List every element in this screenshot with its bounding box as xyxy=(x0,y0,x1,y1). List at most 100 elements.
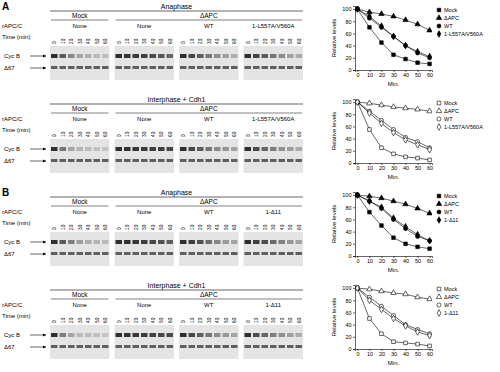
tick-label: 40 xyxy=(345,43,351,49)
tick: 60 xyxy=(427,163,433,171)
tick-label: 0 xyxy=(356,72,359,78)
gel-band xyxy=(51,240,58,244)
data-point xyxy=(355,6,359,12)
gel-band-control xyxy=(296,66,303,69)
lane-time: 40 xyxy=(86,131,91,137)
legend-label: 1-Δ11 xyxy=(444,310,458,316)
gel-band-control xyxy=(60,159,67,162)
gel-band-control xyxy=(279,345,286,348)
data-point xyxy=(427,210,432,215)
header-rule xyxy=(50,11,303,12)
gel-band-control xyxy=(197,252,204,255)
gel-band xyxy=(133,333,140,337)
lane-time: 60 xyxy=(232,131,237,137)
tick: 0 xyxy=(356,349,359,357)
gel-lane-background xyxy=(115,232,175,266)
band-arrowhead xyxy=(43,345,46,348)
lane-time: 30 xyxy=(207,38,212,44)
data-point xyxy=(368,210,372,214)
lane-time: 40 xyxy=(86,38,91,44)
gel-band xyxy=(68,147,75,151)
lane-time: 40 xyxy=(151,224,156,230)
gel-band-control xyxy=(180,66,187,69)
gel-band-control xyxy=(262,345,269,348)
lane-time: 30 xyxy=(271,224,276,230)
tick-mark xyxy=(353,232,355,233)
gel-band xyxy=(167,240,174,244)
data-point xyxy=(368,13,372,20)
gel-band xyxy=(197,240,204,244)
tick: 0 xyxy=(348,346,355,352)
y-axis-title: Relative levels xyxy=(331,205,337,244)
gel-band xyxy=(262,54,269,58)
gel-band xyxy=(287,333,294,337)
band-label: Cyc B xyxy=(4,239,20,245)
legend-label: WT xyxy=(444,116,453,122)
tick-mark xyxy=(353,102,355,103)
gel-band-control xyxy=(141,252,148,255)
lane-time: 0 xyxy=(117,227,122,230)
legend-label: 1-L557A/V560A xyxy=(444,31,483,37)
gel-band-control xyxy=(197,345,204,348)
x-axis-title: Min. xyxy=(388,174,400,180)
tick-label: 60 xyxy=(427,351,433,357)
tick-label: 100 xyxy=(342,285,351,291)
gel-band xyxy=(270,147,277,151)
lane-time: 50 xyxy=(224,131,229,137)
gel-band-control xyxy=(51,66,58,69)
data-point xyxy=(367,100,372,105)
group-label: WT xyxy=(204,23,214,29)
gel-lane-background xyxy=(115,46,175,80)
tick: 20 xyxy=(345,334,355,340)
gel-band xyxy=(245,54,252,58)
lane-time: 0 xyxy=(181,227,186,230)
gel-band-control xyxy=(124,159,131,162)
gel-lane-background xyxy=(50,325,110,359)
y-axis-title: Relative levels xyxy=(331,112,337,151)
legend-marker xyxy=(437,117,441,121)
data-point xyxy=(392,340,396,344)
gel-band xyxy=(51,333,58,337)
gel-lane-background xyxy=(115,325,175,359)
lane-time: 10 xyxy=(190,131,195,137)
data-point xyxy=(368,317,372,321)
tick-label: 0 xyxy=(348,160,351,166)
gel-panel: Interphase + Cdh1MockΔAPCrAPC/CTime (min… xyxy=(2,96,303,173)
legend-marker xyxy=(437,124,441,131)
lane-time: 10 xyxy=(61,131,66,137)
gel-band xyxy=(124,240,131,244)
data-point xyxy=(416,231,420,238)
x-axis: 0102030405060 xyxy=(356,163,434,171)
gel-band-control xyxy=(85,66,92,69)
tick-label: 40 xyxy=(403,72,409,78)
tick-label: 0 xyxy=(348,67,351,73)
lane-time: 30 xyxy=(78,317,83,323)
gel-band xyxy=(77,333,84,337)
lane-time: 50 xyxy=(288,224,293,230)
series-line xyxy=(357,9,429,58)
group-label: None xyxy=(73,209,88,215)
lane-time: 40 xyxy=(280,131,285,137)
lane-time: 10 xyxy=(254,317,259,323)
lane-time: 60 xyxy=(168,317,173,323)
tick-label: 0 xyxy=(356,258,359,264)
tick: 0 xyxy=(356,163,359,171)
band-label: Δ67 xyxy=(4,158,15,164)
gel-condition: Interphase + Cdh1 xyxy=(148,96,206,104)
gel-band-control xyxy=(262,252,269,255)
legend-label: Mock xyxy=(444,193,457,199)
tick: 20 xyxy=(345,148,355,154)
lane-time: 30 xyxy=(207,131,212,137)
lane-time: 10 xyxy=(254,131,259,137)
gel-band xyxy=(77,147,84,151)
gel-band-control xyxy=(124,345,131,348)
gel-band xyxy=(223,240,230,244)
data-point xyxy=(404,57,408,61)
legend-label: ΔAPC xyxy=(444,294,459,300)
data-point xyxy=(416,329,420,336)
tick-label: 50 xyxy=(415,258,421,264)
tick: 20 xyxy=(379,70,385,78)
lane-time: 60 xyxy=(232,224,237,230)
gel-lane-background xyxy=(50,139,110,173)
lane-time: 40 xyxy=(280,38,285,44)
